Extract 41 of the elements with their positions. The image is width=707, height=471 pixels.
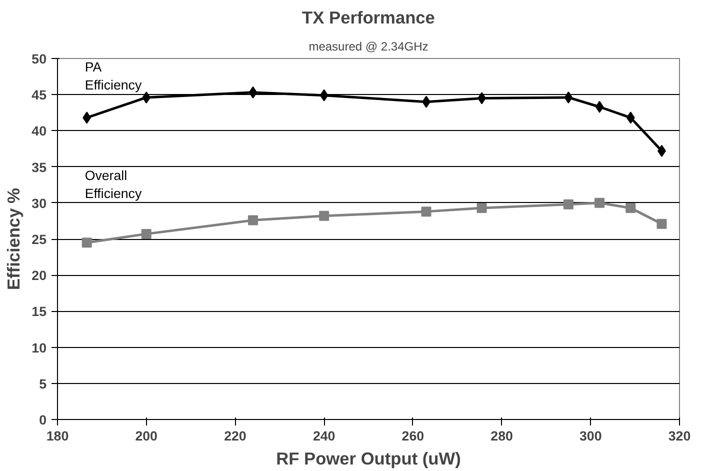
x-axis-title: RF Power Output (uW) <box>276 448 461 468</box>
y-tick-label: 5 <box>39 376 48 392</box>
x-tick-label: 300 <box>580 428 602 444</box>
chart-subtitle: measured @ 2.34GHz <box>308 40 428 54</box>
y-tick-label: 30 <box>32 196 47 211</box>
x-tick-label: 240 <box>312 428 336 444</box>
point <box>142 91 151 104</box>
x-tick-label: 320 <box>668 428 691 444</box>
x-tick-label: 260 <box>402 428 424 444</box>
series-label: PA Efficiency <box>84 60 142 93</box>
chart-title: TX Performance <box>302 8 436 28</box>
x-tick-label: 220 <box>224 428 246 444</box>
point <box>319 210 330 221</box>
point <box>656 218 667 229</box>
y-tick-label: 40 <box>32 124 47 139</box>
y-axis-title: Efficiency % <box>4 188 24 290</box>
x-tick-label: 180 <box>46 428 69 444</box>
y-tick-label: 45 <box>32 88 48 103</box>
point <box>564 91 573 104</box>
point <box>248 86 258 98</box>
point <box>320 89 328 102</box>
point <box>595 100 604 113</box>
y-tick-label: 50 <box>32 52 47 66</box>
point <box>626 112 635 124</box>
y-tick-label: 10 <box>32 340 47 356</box>
point <box>421 206 432 217</box>
point <box>476 202 487 213</box>
point <box>563 199 574 210</box>
x-tick-label: 280 <box>490 428 513 444</box>
y-tick-label: 20 <box>32 268 47 284</box>
point <box>626 202 636 213</box>
y-tick-label: 15 <box>32 304 48 320</box>
text: Overall Efficiency <box>84 168 142 201</box>
y-tick-label: 35 <box>32 160 48 175</box>
x-tick-label: 200 <box>135 428 158 444</box>
y-tick-label: 0 <box>39 412 47 428</box>
point <box>141 228 152 239</box>
point <box>82 238 92 248</box>
y-tick-label: 25 <box>32 232 48 247</box>
point <box>594 198 605 208</box>
point <box>248 215 258 226</box>
